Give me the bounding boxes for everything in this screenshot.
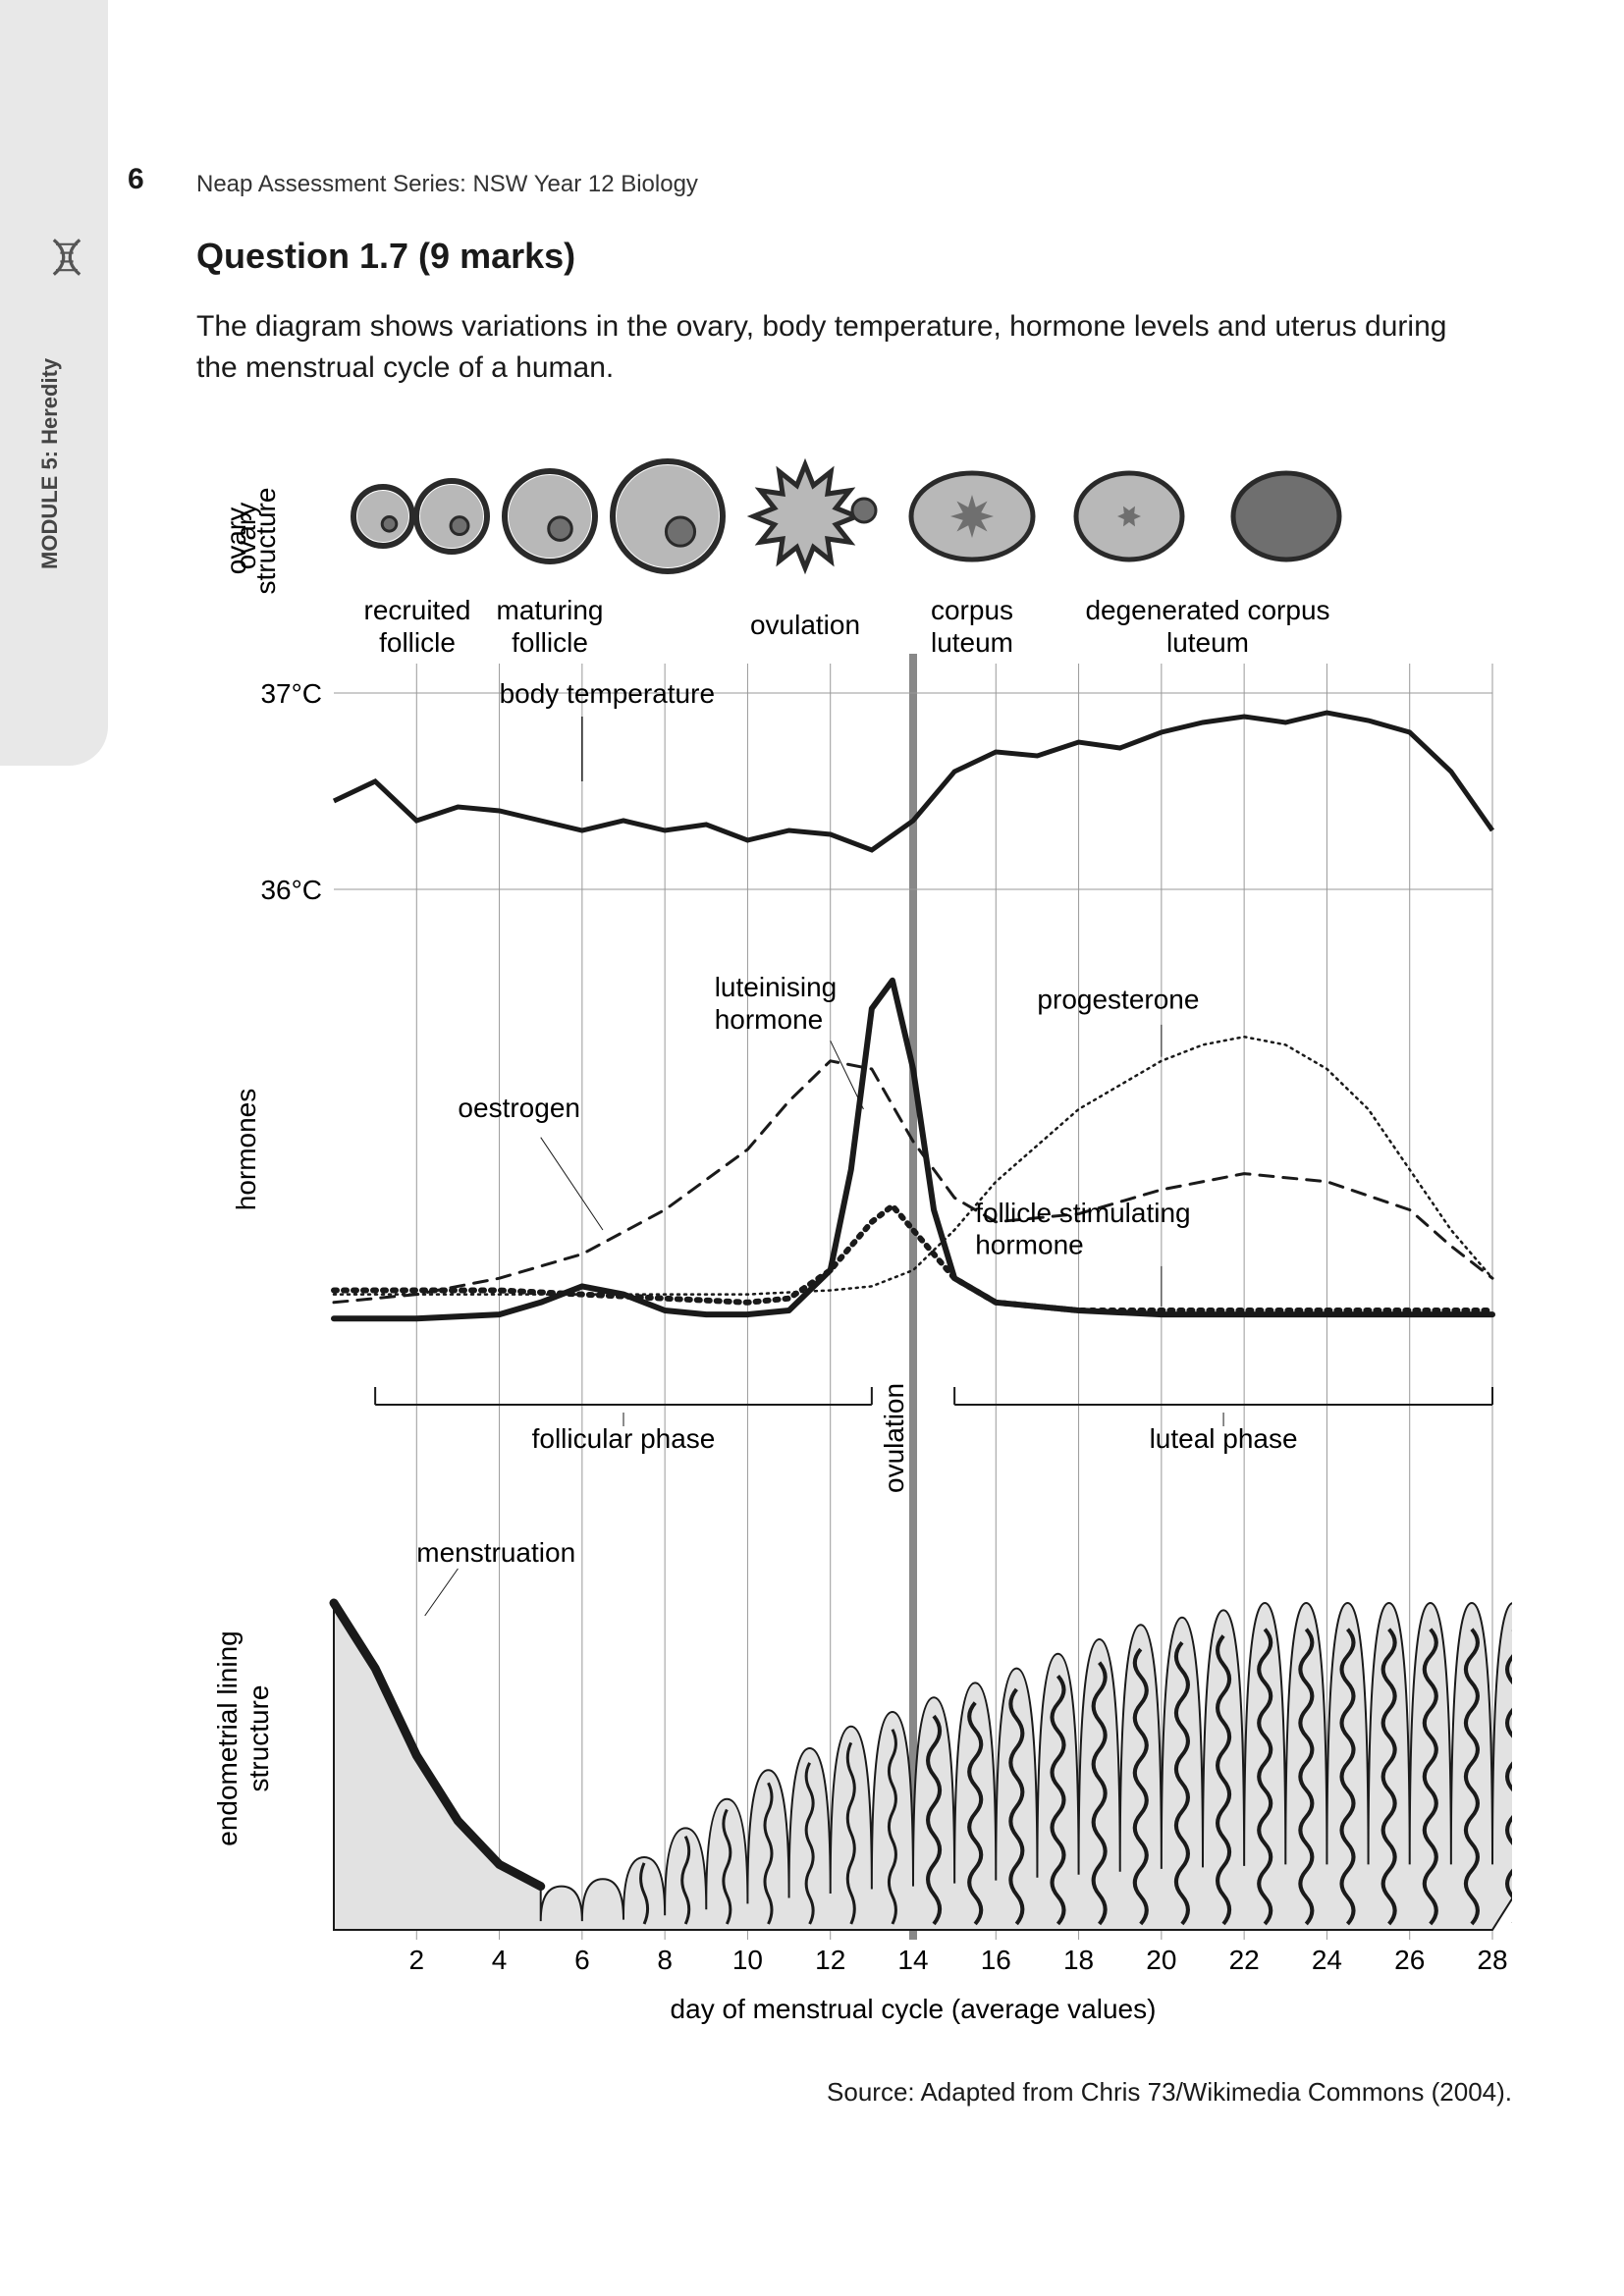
svg-text:22: 22 — [1229, 1945, 1260, 1975]
svg-text:recruited: recruited — [364, 595, 471, 625]
svg-text:follicular phase: follicular phase — [532, 1423, 716, 1454]
svg-text:4: 4 — [492, 1945, 508, 1975]
svg-text:follicle: follicle — [379, 627, 456, 658]
source-attribution: Source: Adapted from Chris 73/Wikimedia … — [196, 2077, 1512, 2108]
svg-text:24: 24 — [1312, 1945, 1342, 1975]
svg-text:8: 8 — [657, 1945, 673, 1975]
svg-text:follicle stimulating: follicle stimulating — [975, 1198, 1190, 1228]
svg-text:28: 28 — [1477, 1945, 1507, 1975]
svg-text:ovulation: ovulation — [750, 610, 860, 640]
content: Question 1.7 (9 marks) The diagram shows… — [196, 236, 1512, 2108]
svg-text:2: 2 — [408, 1945, 424, 1975]
series-title: Neap Assessment Series: NSW Year 12 Biol… — [196, 171, 698, 198]
svg-text:maturing: maturing — [497, 595, 604, 625]
svg-text:oestrogen: oestrogen — [458, 1093, 580, 1123]
module-label: MODULE 5: Heredity — [37, 358, 63, 569]
svg-text:endometrial liningstructure: endometrial liningstructure — [212, 1630, 274, 1845]
svg-text:luteal phase: luteal phase — [1150, 1423, 1298, 1454]
svg-text:16: 16 — [981, 1945, 1011, 1975]
svg-text:body temperature: body temperature — [500, 678, 715, 709]
svg-text:luteum: luteum — [931, 627, 1013, 658]
svg-text:corpus: corpus — [931, 595, 1013, 625]
svg-text:18: 18 — [1063, 1945, 1094, 1975]
page-number: 6 — [128, 163, 144, 196]
svg-text:20: 20 — [1146, 1945, 1176, 1975]
dna-icon — [45, 236, 88, 279]
question-title: Question 1.7 (9 marks) — [196, 236, 1512, 277]
svg-text:6: 6 — [574, 1945, 590, 1975]
svg-text:37°C: 37°C — [260, 678, 322, 709]
svg-text:ovulation: ovulation — [879, 1383, 909, 1493]
svg-text:luteum: luteum — [1166, 627, 1249, 658]
svg-text:follicle: follicle — [512, 627, 588, 658]
svg-text:hormone: hormone — [975, 1230, 1084, 1260]
svg-text:luteinising: luteinising — [715, 972, 838, 1002]
svg-text:12: 12 — [815, 1945, 845, 1975]
svg-text:26: 26 — [1394, 1945, 1425, 1975]
svg-text:hormone: hormone — [715, 1004, 824, 1035]
svg-text:day of menstrual cycle (averag: day of menstrual cycle (average values) — [671, 1994, 1157, 2024]
svg-text:10: 10 — [732, 1945, 763, 1975]
svg-text:14: 14 — [897, 1945, 928, 1975]
svg-text:degenerated corpus: degenerated corpus — [1085, 595, 1329, 625]
sidebar: MODULE 5: Heredity — [0, 0, 108, 766]
svg-text:progesterone: progesterone — [1037, 985, 1199, 1015]
question-intro: The diagram shows variations in the ovar… — [196, 306, 1453, 389]
svg-text:menstruation: menstruation — [416, 1537, 575, 1568]
menstrual-cycle-diagram: ovaryovarystructurerecruitedfolliclematu… — [196, 438, 1512, 2048]
svg-text:36°C: 36°C — [260, 875, 322, 905]
svg-text:hormones: hormones — [231, 1089, 261, 1211]
